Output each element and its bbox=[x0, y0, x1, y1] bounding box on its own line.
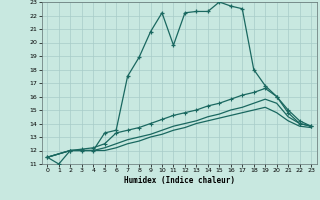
X-axis label: Humidex (Indice chaleur): Humidex (Indice chaleur) bbox=[124, 176, 235, 185]
